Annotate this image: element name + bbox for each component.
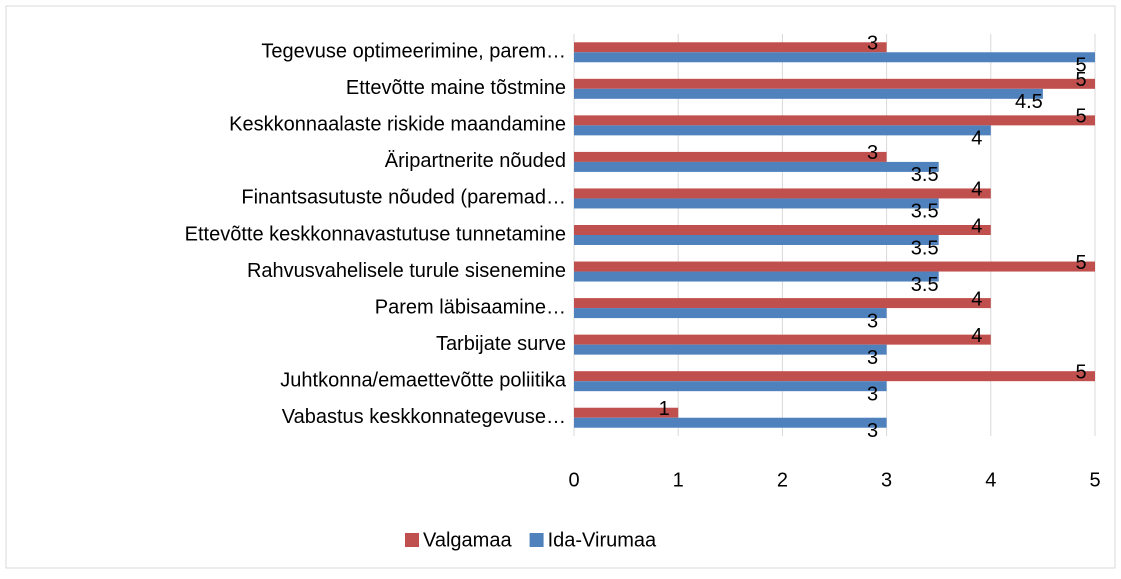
- data-label: 4.5: [1015, 91, 1043, 113]
- x-tick-label: 0: [568, 469, 579, 491]
- bar: [574, 78, 1095, 89]
- bar: [574, 235, 939, 245]
- data-label: 4: [971, 288, 982, 310]
- y-tick-label: Juhtkonna/emaettevõtte poliitika: [280, 369, 567, 391]
- data-label: 3: [867, 33, 878, 55]
- y-tick-label: Tarbijate surve: [436, 333, 566, 355]
- chart-border: [5, 5, 1116, 569]
- bar: [574, 271, 939, 282]
- bar: [574, 298, 991, 309]
- bar: [574, 344, 887, 355]
- bar: [574, 381, 887, 392]
- bar: [574, 198, 939, 209]
- bar: [574, 407, 679, 418]
- data-label: 3: [867, 142, 878, 164]
- bar: [574, 308, 887, 319]
- x-tick-label: 2: [777, 469, 788, 491]
- legend-label: Valgamaa: [423, 529, 512, 551]
- y-tick-label: Äripartnerite nõuded: [385, 150, 566, 172]
- bar: [574, 334, 991, 345]
- data-label: 5: [1075, 252, 1086, 274]
- bar: [574, 188, 991, 199]
- y-tick-label: Finantsasutuste nõuded (paremad…: [241, 187, 566, 209]
- y-tick-label: Parem läbisaamine…: [375, 296, 566, 318]
- bar: [574, 161, 939, 172]
- data-label: 5: [1075, 55, 1086, 77]
- bar: [574, 225, 991, 235]
- bar: [574, 125, 991, 136]
- x-tick-label: 5: [1089, 469, 1100, 491]
- data-label: 4: [971, 325, 982, 347]
- data-label: 5: [1075, 69, 1086, 91]
- x-tick-label: 3: [881, 469, 892, 491]
- legend-swatch: [405, 533, 419, 547]
- data-label: 3.5: [911, 201, 939, 223]
- data-label: 4: [971, 179, 982, 201]
- bar: [574, 88, 1043, 99]
- legend-swatch: [529, 533, 544, 547]
- x-tick-label: 1: [673, 469, 684, 491]
- data-label: 5: [1075, 106, 1086, 128]
- data-label: 3: [867, 347, 878, 369]
- y-tick-label: Ettevõtte maine tõstmine: [346, 77, 566, 99]
- y-tick-label: Vabastus keskkonnategevuse…: [282, 406, 566, 428]
- data-label: 1: [659, 398, 670, 420]
- data-label: 3: [867, 383, 878, 405]
- data-label: 4: [971, 128, 982, 150]
- legend-label: Ida-Virumaa: [548, 529, 657, 551]
- data-label: 4: [971, 215, 982, 237]
- bar: [574, 115, 1095, 126]
- y-tick-label: Ettevõtte keskkonnavastutuse tunnetamine: [185, 223, 566, 245]
- bar: [574, 151, 887, 162]
- y-tick-label: Keskkonnaalaste riskide maandamine: [229, 114, 566, 136]
- x-tick-label: 4: [985, 469, 996, 491]
- y-tick-label: Rahvusvahelisele turule sisenemine: [247, 260, 566, 282]
- bar: [574, 52, 1095, 63]
- data-label: 3.5: [911, 237, 939, 259]
- data-label: 3: [867, 420, 878, 442]
- bar: [574, 42, 887, 53]
- bar: [574, 261, 1095, 272]
- data-label: 3.5: [911, 164, 939, 186]
- data-label: 5: [1075, 361, 1086, 383]
- data-label: 3.5: [911, 274, 939, 296]
- bar: [574, 371, 1095, 382]
- y-tick-label: Tegevuse optimeerimine, parem…: [261, 41, 566, 63]
- bar: [574, 417, 887, 428]
- data-label: 3: [867, 310, 878, 332]
